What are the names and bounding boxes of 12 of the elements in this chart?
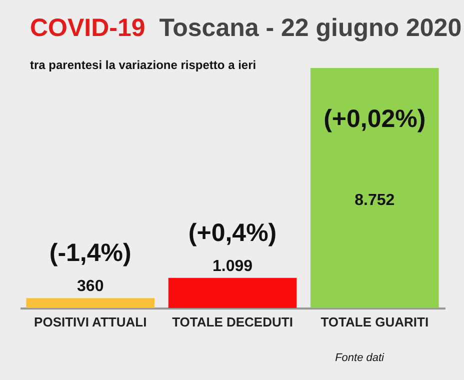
annotation: (-1,4%)	[49, 239, 132, 268]
chart-subtitle: tra parentesi la variazione rispetto a ieri	[30, 58, 256, 72]
data-label: 1.099	[212, 258, 253, 275]
annotation: (+0,02%)	[324, 105, 426, 133]
x-tick-label: POSITIVI ATTUALI	[34, 314, 147, 330]
x-tick-label: TOTALE GUARITI	[320, 314, 429, 330]
source-note: Fonte dati	[335, 352, 384, 364]
annotation: (+0,4%)	[188, 218, 277, 247]
x-tick-label: TOTALE DECEDUTI	[172, 314, 293, 330]
chart-title: COVID-19 Toscana - 22 giugno 2020	[30, 14, 462, 43]
data-label: 360	[77, 278, 104, 296]
data-label: 8.752	[354, 192, 395, 209]
